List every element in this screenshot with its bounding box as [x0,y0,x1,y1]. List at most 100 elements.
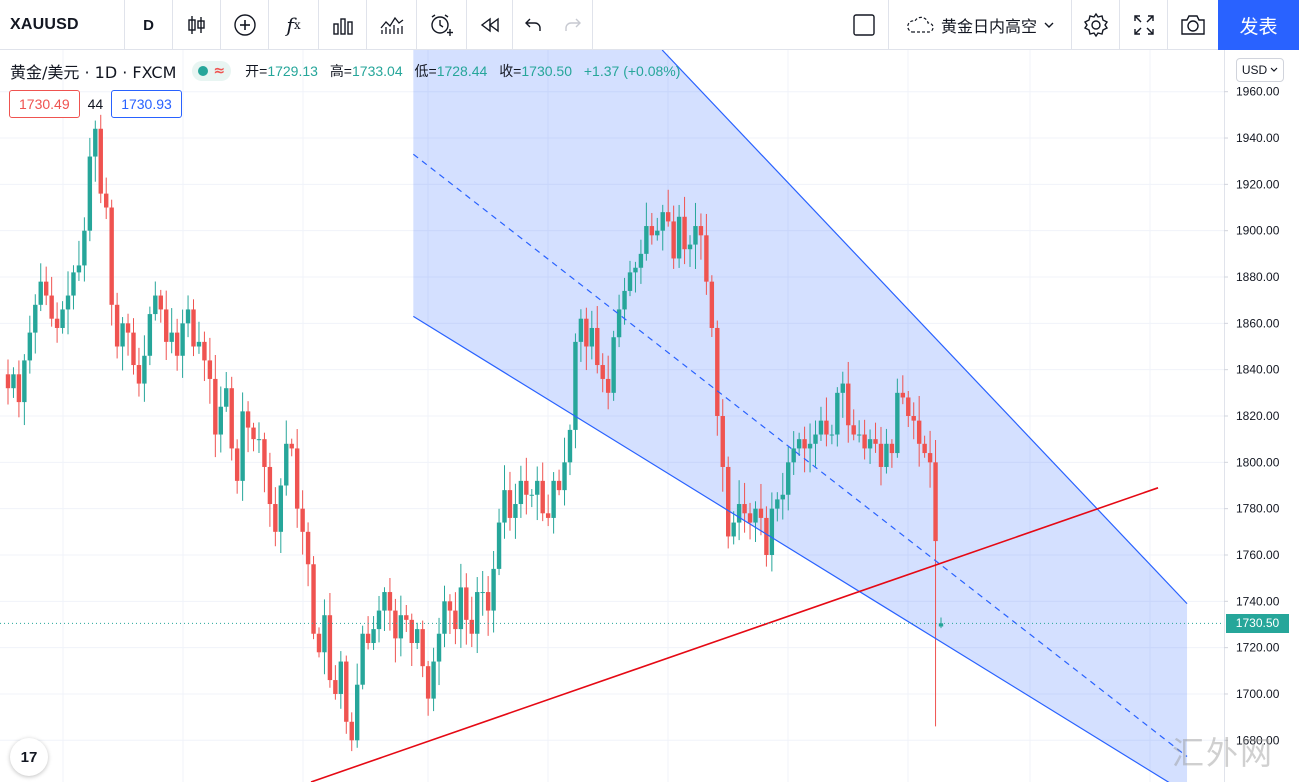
candle-body [153,295,158,315]
price-axis[interactable]: 1960.00 1940.00 1920.00 1900.00 1880.00 1860.… [1224,50,1299,782]
drawing-lines [0,50,1224,782]
buy-quote-button[interactable]: 1730.93 [111,90,182,118]
spread-value: 44 [87,96,104,112]
candle-body [513,504,518,518]
candle-body [840,383,845,393]
candle-body [224,388,229,407]
currency-select[interactable]: USD [1236,58,1284,82]
alert-icon[interactable] [417,0,467,50]
candle-body [316,633,322,653]
channel-upper-line [661,50,1188,605]
candle-body [305,531,311,565]
axis-tick-label: 1920.00 [1236,177,1280,191]
candle-body [49,295,54,319]
candle-body [234,448,240,481]
price-axis-labels: 1960.00 1940.00 1920.00 1900.00 1880.00 1860.… [1224,85,1280,747]
candle-body [856,434,862,436]
candle-body [60,309,65,328]
candle-body [709,281,715,328]
replay-icon[interactable] [467,0,513,50]
candle-body [649,226,655,236]
symbol-search-button[interactable]: XAUUSD [0,0,125,50]
candle-body [398,615,404,639]
candle-body [622,290,627,310]
candle-body [22,360,27,403]
candle-body [846,383,851,426]
candle-body [813,434,818,444]
quote-boxes: 1730.49 44 1730.93 [9,90,182,118]
legend-high: 1733.04 [352,63,403,79]
candle-body [262,439,267,467]
candle-body [698,226,704,236]
candle-body [464,587,469,620]
candle-body [775,499,780,509]
settings-icon[interactable] [1072,0,1120,50]
candle-body [458,587,464,630]
chevron-down-icon [1044,22,1054,28]
candle-body [475,592,480,634]
candle-body [747,513,753,523]
candle-body [442,601,447,634]
layout-square-icon[interactable] [840,0,889,50]
candle-body [715,327,720,416]
tradingview-logo[interactable]: 17 [10,738,48,776]
candle-body [267,466,273,505]
candle-body [311,564,316,634]
chart-grid [0,50,1224,782]
layout-name-button[interactable]: 黄金日内高空 [889,0,1072,50]
publish-button[interactable]: 发表 [1218,0,1299,50]
camera-icon[interactable] [1168,0,1218,50]
redo-icon[interactable] [553,0,593,50]
candle-body [900,392,906,398]
axis-tick-label: 1940.00 [1236,131,1280,145]
candle-body [518,480,524,505]
candle-body [731,522,736,537]
templates-icon[interactable] [319,0,367,50]
undo-icon[interactable] [513,0,553,50]
candle-body [218,406,223,435]
candle-body [245,411,251,428]
candle-body [605,378,611,393]
market-status-pill[interactable]: ≈ [192,61,232,81]
candle-body [682,216,687,250]
candle-body [496,522,502,569]
chart-plot-area[interactable] [0,50,1224,782]
candle-body [294,448,300,509]
candle-body [660,212,665,231]
fullscreen-icon[interactable] [1120,0,1168,50]
candle-body [600,365,605,379]
candle-body [906,397,911,416]
candle-body [507,490,513,518]
candle-body [584,318,589,347]
candle-body [769,508,775,555]
compare-icon[interactable] [367,0,417,50]
candle-body [11,374,16,389]
add-indicator-icon[interactable] [221,0,269,50]
candle-body [453,610,458,630]
candle-body [791,448,796,463]
candle-body [556,480,562,491]
axis-tick-label: 1740.00 [1236,594,1280,608]
candle-body [873,439,878,444]
interval-button[interactable]: D [125,0,173,50]
candle-body [578,318,584,342]
candle-body [485,592,491,611]
legend-change: +1.37 (+0.08%) [583,63,681,79]
candle-body [676,216,682,259]
candle-body [633,267,638,273]
red-trendline [310,487,1159,782]
axis-tick-label: 1780.00 [1236,502,1280,516]
bar-style-icon[interactable] [173,0,221,50]
axis-tick-label: 1960.00 [1236,85,1280,99]
candle-body [616,309,622,338]
candle-body [704,235,709,282]
candle-body [655,230,660,236]
layout-name-label: 黄金日内高空 [940,17,1037,36]
channel-fill [413,50,1188,782]
candle-body [27,332,33,361]
sell-quote-button[interactable]: 1730.49 [9,90,80,118]
candle-body [758,508,764,518]
axis-tick-label: 1720.00 [1236,641,1280,655]
chart-legend: 黄金/美元 · 1D · FXCM ≈ 开=1729.13 高=1733.04 … [10,60,688,82]
